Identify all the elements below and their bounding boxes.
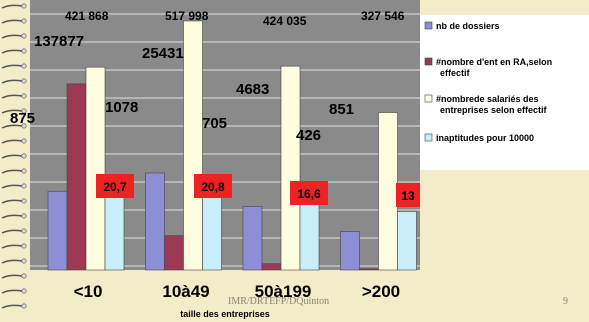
data-label-s2-c2: 424 035 [263,14,307,28]
bar-s0-c3 [340,231,360,271]
data-label-s0-c2: 705 [202,115,227,132]
data-label-s0-c1: 1078 [105,99,138,116]
bar-s0-c0 [47,190,68,271]
bar-s3-c3 [397,211,417,271]
category-labels: <10 10à49 50à199 >200 [74,282,401,301]
bar-s2-c3 [378,112,398,271]
data-label-s1-c2: 4683 [236,81,269,98]
legend-swatch-0 [424,21,433,30]
data-label-s1-c1: 25431 [142,45,184,62]
data-label-s0-c3: 426 [296,127,321,144]
legend-swatch-1 [424,57,433,66]
data-labels: 875 1078 705 426 137877 25431 4683 851 421 868 51… [10,9,420,207]
legend-swatch-2 [424,94,433,103]
footer-credit: IMR/DRTEFP/DQuinton [228,296,329,307]
bar-s0-c1 [145,172,165,271]
legend-label-1: #nombre d'ent en RA,selon effectif [436,57,552,78]
legend-label-3: inaptitudes pour 10000 [436,133,534,143]
x-axis-title: taille des entreprises [180,309,270,319]
data-label-s3-c0: 20,7 [103,180,127,194]
data-label-box-s3-c1 [194,174,232,198]
data-label-s1-c0: 137877 [34,33,84,50]
bar-s2-c2 [280,65,301,271]
category-label-1: 10à49 [162,282,209,301]
bar-s1-c2 [261,263,282,271]
data-label-s2-c1: 517 998 [165,9,209,23]
bars [47,20,417,271]
legend-items: nb de dossiers #nombre d'ent en RA,selon e… [424,21,552,143]
legend-label-0: nb de dossiers [436,21,500,31]
legend [420,15,589,170]
bar-s2-c1 [183,20,203,271]
bar-s2-c0 [85,66,106,271]
bar-s0-c2 [242,206,263,271]
legend-swatch-3 [424,133,433,142]
bar-s1-c3 [359,268,379,271]
data-label-s2-c3: 327 546 [361,9,405,23]
data-label-s3-c3: 13 [401,189,415,203]
data-label-box-s3-c2 [290,181,328,205]
category-label-2: 50à199 [255,282,312,301]
data-label-s3-c2: 16,6 [297,187,321,201]
bar-s1-c0 [66,83,87,271]
data-label-s1-c3: 851 [329,101,354,118]
category-label-3: >200 [362,282,400,301]
bar-s3-c2 [299,195,320,271]
bar-s1-c1 [164,235,184,271]
page-number: 9 [563,296,568,307]
data-label-box-s3-c3 [396,183,420,207]
legend-label-2: #nombrede salariés des entreprises selon … [436,94,548,115]
data-label-s0-c0: 875 [10,110,35,127]
category-label-0: <10 [74,282,103,301]
data-label-s2-c0: 421 868 [65,9,109,23]
spiral-binding [1,3,27,309]
data-label-box-s3-c0 [96,174,134,198]
data-label-s3-c1: 20,8 [201,180,225,194]
